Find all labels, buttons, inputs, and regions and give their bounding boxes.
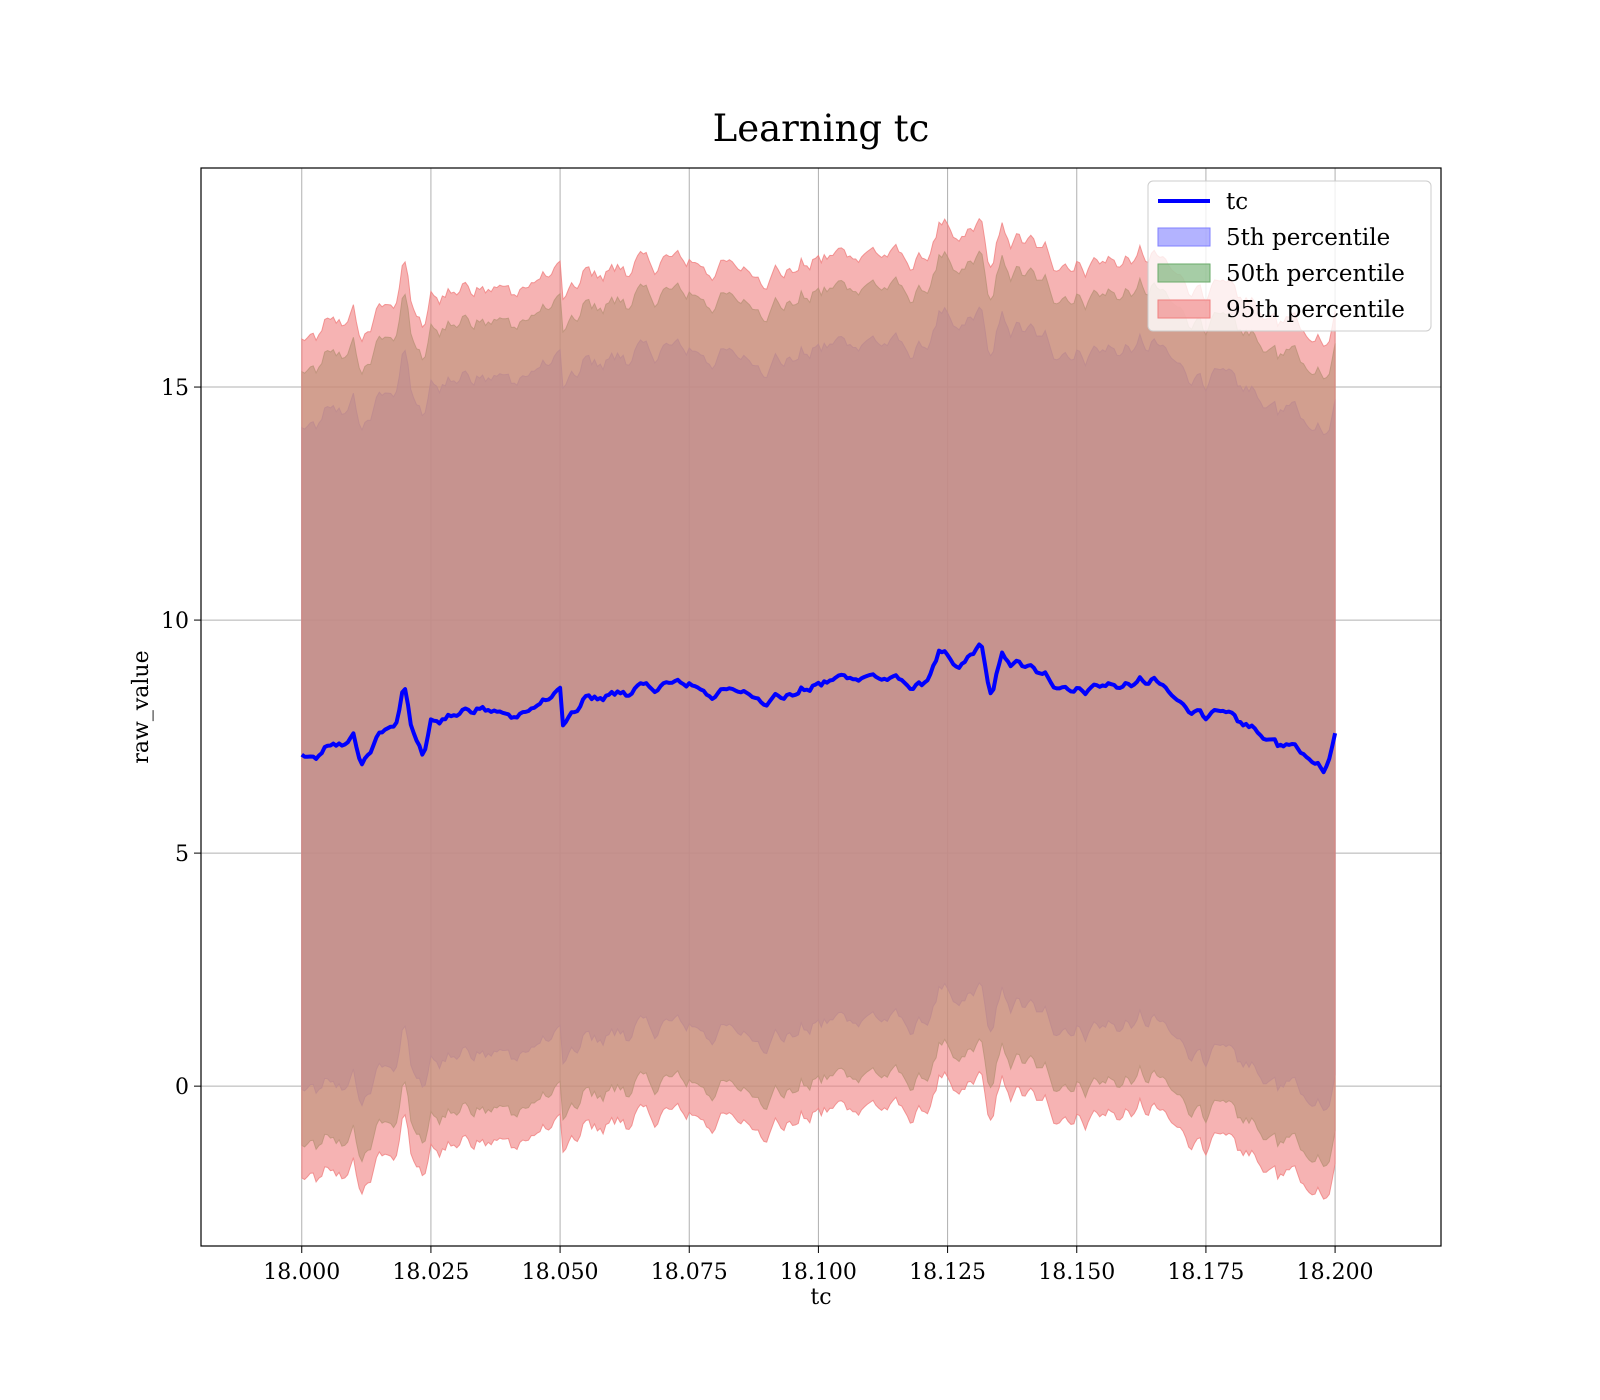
y-tick-label: 10 bbox=[161, 609, 189, 634]
y-tick-label: 0 bbox=[175, 1075, 189, 1100]
legend: tc 5th percentile 50th percentile 95th perc… bbox=[1147, 180, 1432, 332]
legend-label: 95th percentile bbox=[1226, 297, 1405, 323]
x-tick-label: 18.050 bbox=[522, 1260, 599, 1285]
legend-label: 5th percentile bbox=[1226, 225, 1390, 251]
y-axis-ticks: 0 5 10 15 bbox=[161, 376, 201, 1100]
y-axis-label: raw_value bbox=[129, 650, 154, 763]
y-tick-label: 5 bbox=[175, 842, 189, 867]
x-tick-label: 18.125 bbox=[909, 1260, 986, 1285]
legend-label: 50th percentile bbox=[1226, 261, 1405, 287]
x-tick-label: 18.025 bbox=[392, 1260, 469, 1285]
x-axis-ticks: 18.000 18.025 18.050 18.075 18.100 18.125 18.1… bbox=[263, 1246, 1374, 1285]
y-tick-label: 15 bbox=[161, 376, 189, 401]
x-tick-label: 18.175 bbox=[1167, 1260, 1244, 1285]
series-lines bbox=[300, 642, 1338, 775]
x-tick-label: 18.150 bbox=[1038, 1260, 1115, 1285]
legend-swatch bbox=[1157, 263, 1211, 283]
legend-swatch bbox=[1157, 227, 1211, 247]
legend-swatch bbox=[1157, 299, 1211, 319]
band-95th-percentile bbox=[301, 217, 1336, 1200]
plot-frame bbox=[200, 167, 1442, 1247]
series-line-tc bbox=[300, 642, 1338, 775]
chart-title: Learning tc bbox=[713, 107, 930, 150]
legend-label: tc bbox=[1226, 189, 1248, 215]
x-tick-label: 18.075 bbox=[651, 1260, 728, 1285]
x-axis-label: tc bbox=[810, 1285, 831, 1310]
legend-box bbox=[1147, 180, 1432, 332]
x-tick-label: 18.000 bbox=[263, 1260, 340, 1285]
percentile-bands bbox=[301, 217, 1336, 1200]
x-tick-label: 18.200 bbox=[1297, 1260, 1374, 1285]
x-tick-label: 18.100 bbox=[780, 1260, 857, 1285]
